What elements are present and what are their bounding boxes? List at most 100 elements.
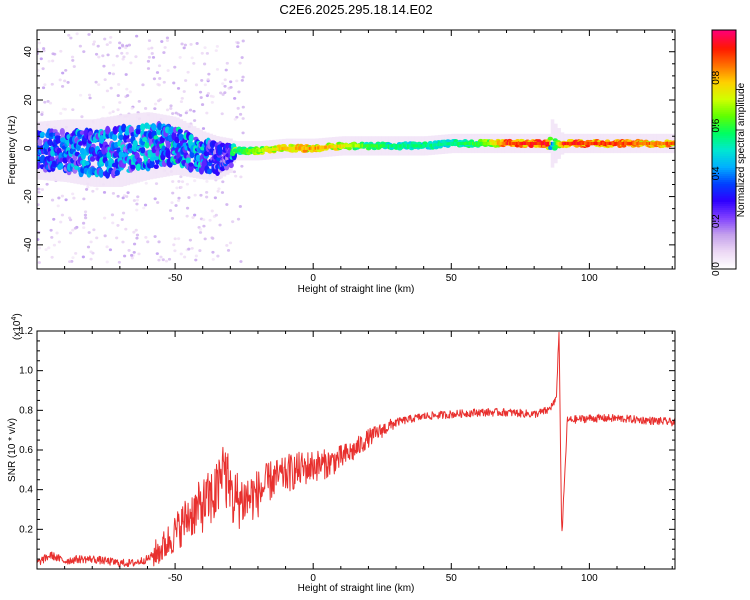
noise-blob bbox=[81, 255, 85, 259]
ridge-core bbox=[303, 146, 306, 150]
ridge-core bbox=[668, 141, 670, 146]
noise-blob bbox=[85, 188, 89, 191]
noise-blob bbox=[168, 209, 173, 212]
ridge-cell bbox=[174, 136, 180, 144]
colorbar-swatch bbox=[712, 61, 736, 65]
ridge-core bbox=[488, 141, 491, 146]
colorbar-swatch bbox=[712, 115, 736, 119]
ridge-core bbox=[474, 141, 477, 146]
ridge-core bbox=[267, 148, 270, 152]
noise-blob bbox=[134, 228, 138, 232]
colorbar-swatch bbox=[712, 55, 736, 59]
noise-blob bbox=[86, 245, 91, 249]
ridge-core bbox=[502, 141, 504, 146]
noise-blob bbox=[241, 105, 245, 109]
noise-blob bbox=[220, 112, 224, 116]
ridge-cell bbox=[112, 126, 118, 135]
noise-blob bbox=[219, 91, 223, 95]
ridge-cell bbox=[518, 144, 524, 148]
ridge-core bbox=[360, 144, 362, 148]
noise-blob bbox=[75, 32, 79, 36]
noise-blob bbox=[157, 240, 161, 244]
ridge-core bbox=[619, 141, 622, 146]
noise-blob bbox=[108, 71, 112, 75]
noise-blob bbox=[153, 235, 157, 238]
ridge-cell bbox=[228, 162, 234, 169]
ridge-cell bbox=[132, 139, 138, 149]
noise-blob bbox=[216, 189, 220, 193]
noise-blob bbox=[178, 56, 182, 59]
noise-blob bbox=[240, 56, 244, 59]
noise-blob bbox=[125, 51, 129, 55]
colorbar-swatch bbox=[712, 165, 736, 169]
ridge-core bbox=[579, 141, 582, 146]
noise-blob bbox=[185, 206, 190, 210]
noise-blob bbox=[96, 44, 100, 48]
x-tick-label: 0 bbox=[310, 273, 316, 284]
ridge-core bbox=[411, 144, 413, 148]
ridge-core bbox=[535, 141, 538, 146]
noise-blob bbox=[87, 93, 92, 97]
noise-blob bbox=[60, 213, 65, 217]
figure-title: C2E6.2025.295.18.14.E02 bbox=[279, 2, 433, 17]
noise-blob bbox=[47, 246, 51, 250]
colorbar-swatch bbox=[712, 53, 736, 57]
noise-blob bbox=[146, 240, 150, 244]
ridge-core bbox=[402, 144, 405, 148]
colorbar-swatch bbox=[712, 255, 736, 258]
ridge-core bbox=[246, 149, 249, 153]
ridge-core bbox=[314, 146, 317, 150]
ridge-core bbox=[379, 144, 382, 148]
noise-blob bbox=[92, 40, 96, 44]
ridge-core bbox=[349, 144, 351, 148]
noise-blob bbox=[127, 43, 131, 47]
noise-blob bbox=[180, 42, 184, 46]
ridge-core bbox=[516, 141, 518, 146]
colorbar-swatch bbox=[712, 85, 736, 89]
noise-blob bbox=[59, 220, 63, 224]
ridge-core bbox=[498, 141, 500, 146]
noise-blob bbox=[206, 91, 211, 95]
colorbar-swatch bbox=[712, 71, 736, 75]
colorbar-swatch bbox=[712, 89, 736, 93]
ridge-core bbox=[462, 141, 464, 146]
colorbar-swatch bbox=[712, 201, 736, 204]
noise-blob bbox=[95, 187, 99, 191]
noise-blob bbox=[74, 251, 78, 255]
ridge-core bbox=[259, 148, 261, 153]
colorbar-frame bbox=[711, 29, 737, 270]
ridge-cell bbox=[149, 156, 156, 162]
ridge-core bbox=[641, 141, 644, 146]
noise-blob bbox=[135, 202, 139, 206]
noise-blob bbox=[200, 103, 205, 106]
colorbar-swatch bbox=[712, 49, 736, 53]
noise-blob bbox=[137, 252, 141, 256]
noise-blob bbox=[203, 46, 207, 50]
ridge-core bbox=[299, 146, 301, 150]
ridge-core bbox=[593, 141, 596, 146]
noise-blob bbox=[173, 237, 177, 241]
colorbar-swatch bbox=[712, 67, 736, 71]
colorbar-swatch bbox=[712, 63, 736, 67]
snr-x-ticks: -50 0 50 100 bbox=[36, 331, 673, 584]
ridge-cell bbox=[140, 123, 146, 131]
ridge-core bbox=[610, 141, 612, 146]
noise-blob bbox=[229, 85, 233, 89]
ridge-core bbox=[313, 146, 315, 150]
ridge-cell bbox=[98, 169, 104, 178]
noise-blob bbox=[240, 78, 244, 82]
noise-blob bbox=[197, 226, 201, 229]
colorbar-swatch bbox=[712, 193, 736, 196]
noise-blob bbox=[135, 198, 139, 202]
noise-blob bbox=[241, 39, 245, 43]
colorbar-swatch bbox=[712, 197, 736, 200]
noise-blob bbox=[49, 228, 53, 232]
ridge-core bbox=[505, 141, 507, 146]
noise-blob bbox=[102, 190, 107, 194]
noise-blob bbox=[37, 238, 40, 241]
ridge-core bbox=[358, 144, 361, 148]
colorbar-swatch bbox=[712, 157, 736, 161]
colorbar-swatch bbox=[712, 173, 736, 176]
ridge-core bbox=[342, 144, 344, 148]
